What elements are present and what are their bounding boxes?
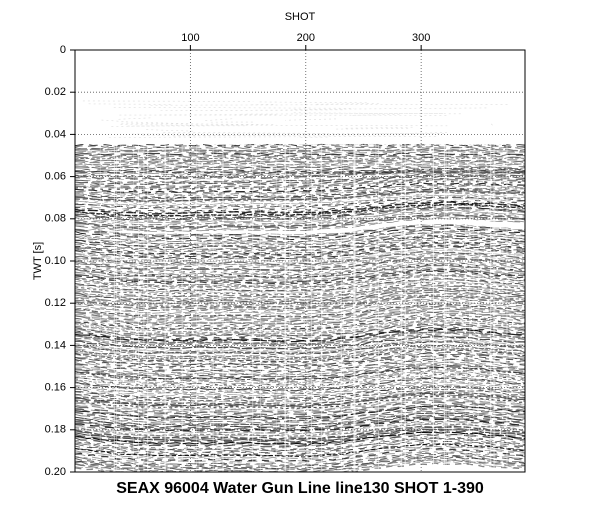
y-tick-label: 0.04 (45, 128, 66, 140)
y-axis-label: TWT [s] (32, 242, 44, 280)
y-tick-label: 0.14 (45, 339, 66, 351)
y-tick-label: 0.18 (45, 424, 66, 436)
y-tick-label: 0 (60, 44, 66, 56)
y-tick-label: 0.10 (45, 255, 66, 267)
y-tick-label: 0.20 (45, 466, 66, 478)
x-axis-label: SHOT (285, 11, 316, 23)
x-tick-label: 300 (412, 32, 430, 44)
y-tick-label: 0.02 (45, 86, 66, 98)
y-tick-label: 0.16 (45, 382, 66, 394)
y-tick-label: 0.06 (45, 171, 66, 183)
x-tick-label: 200 (297, 32, 315, 44)
x-tick-label: 100 (181, 32, 199, 44)
chart-title: SEAX 96004 Water Gun Line line130 SHOT 1… (116, 480, 484, 497)
y-tick-label: 0.12 (45, 297, 66, 309)
y-tick-label: 0.08 (45, 213, 66, 225)
